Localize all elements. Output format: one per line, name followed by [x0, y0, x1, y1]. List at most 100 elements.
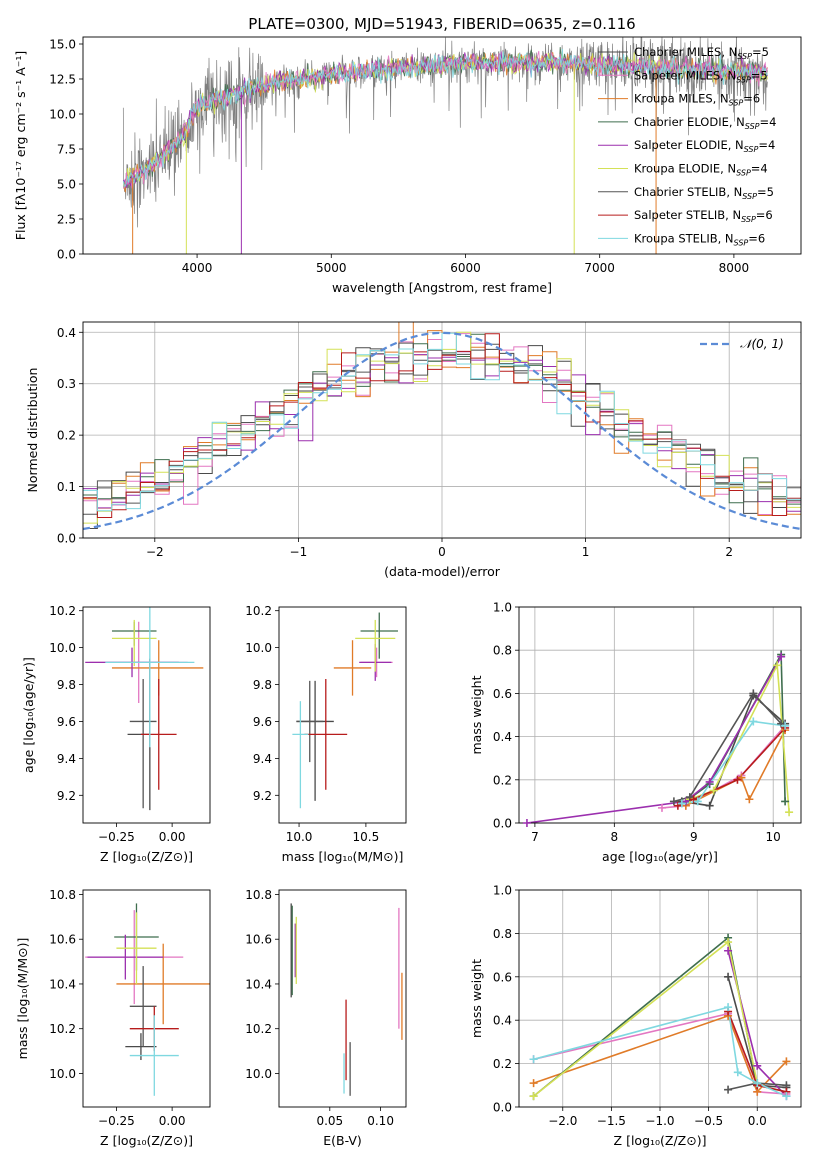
legend-entry-4: Salpeter ELODIE, NSSP=4 — [634, 138, 775, 154]
mass-weight-vs-Z-marker-4 — [753, 1061, 762, 1070]
age-vs-mass-plot-area — [292, 612, 398, 809]
mass-weight-vs-age-marker-4 — [705, 777, 714, 786]
mass-weight-vs-age-ytick-label: 0.0 — [493, 817, 512, 831]
mass-vs-ebv-xtick-label: 0.10 — [367, 1114, 394, 1128]
spectrum-xtick-label: 8000 — [719, 261, 750, 275]
mass-weight-vs-Z-marker-5 — [724, 938, 733, 947]
figure-title: PLATE=0300, MJD=51943, FIBERID=0635, z=0… — [248, 15, 635, 33]
mass-weight-vs-Z-ytick-label: 1.0 — [493, 884, 512, 898]
mass-vs-Z-ylabel: mass [log₁₀(M/M⊙)] — [15, 938, 30, 1060]
legend-entry-6: Chabrier STELIB, NSSP=5 — [634, 185, 774, 201]
mass-weight-vs-Z-marker-2 — [529, 1079, 538, 1088]
age-vs-Z-point-2 — [111, 640, 204, 696]
mass-weight-vs-age-marker-5 — [709, 786, 718, 795]
age-vs-mass-ytick-label: 10.2 — [245, 604, 272, 618]
mass-weight-vs-Z-marker-2 — [782, 1057, 791, 1066]
mass-weight-vs-age-ytick-label: 1.0 — [493, 601, 512, 615]
mass-vs-ebv-ytick-label: 10.0 — [245, 1067, 272, 1081]
age-vs-mass-frame — [278, 606, 407, 824]
mass-vs-Z-ytick-label: 10.0 — [49, 1067, 76, 1081]
residuals-ytick-label: 0.4 — [57, 326, 76, 340]
age-vs-mass-ytick-label: 9.2 — [253, 789, 272, 803]
mass-vs-Z-xtick-label: −0.25 — [98, 1114, 135, 1128]
mass-weight-vs-age-xtick-label: 7 — [531, 830, 539, 844]
mass-vs-ebv-xlabel: E(B-V) — [323, 1133, 362, 1148]
mass-weight-vs-age-xlabel: age [log₁₀(age/yr)] — [602, 849, 718, 864]
mass-weight-vs-age-ytick-label: 0.4 — [493, 730, 512, 744]
mass-weight-vs-age-marker-2 — [745, 795, 754, 804]
age-vs-mass-point-3 — [360, 612, 398, 659]
mass-vs-Z-panel: −0.25 0.00 10.0 10.2 10.4 10.6 10.8 Z [log₁₀(Z/… — [15, 888, 211, 1148]
spectrum-xlabel: wavelength [Angstrom, rest frame] — [332, 280, 552, 295]
residuals-plot-area — [83, 322, 801, 531]
mass-weight-vs-Z-xtick-label: −1.0 — [645, 1114, 674, 1128]
age-vs-mass-point-5 — [355, 619, 396, 672]
residuals-xtick-label: −1 — [290, 545, 308, 559]
mass-vs-ebv-frame — [278, 889, 407, 1108]
mass-weight-vs-Z-panel: −2.0 −1.5 −1.0 −0.5 0.0 0.0 0.2 0.4 0.6 0.8 1.0 Z [… — [469, 884, 802, 1148]
mass-weight-vs-Z-xtick-label: 0.0 — [748, 1114, 767, 1128]
legend-entry-5: Kroupa ELODIE, NSSP=4 — [634, 162, 768, 178]
legend-entry-7: Salpeter STELIB, NSSP=6 — [634, 208, 773, 224]
age-vs-Z-panel: −0.25 0.00 9.2 9.4 9.6 9.8 10.0 10.2 Z [log₁₀(Z/… — [21, 604, 211, 864]
age-vs-Z-point-8 — [105, 607, 195, 748]
mass-weight-vs-Z-ytick-label: 0.8 — [493, 927, 512, 941]
model-spectrum-4 — [122, 51, 768, 188]
age-vs-mass-xtick-label: 10.5 — [353, 830, 380, 844]
mass-weight-vs-Z-marker-5 — [529, 1092, 538, 1101]
mass-vs-Z-point-8 — [129, 1015, 179, 1096]
mass-weight-vs-age-ytick-label: 0.8 — [493, 644, 512, 658]
spectrum-panel: 4000 5000 6000 7000 8000 0.0 2.5 5.0 7.5 10.0 12.5… — [13, 36, 802, 295]
residuals-panel: −2 −1 0 1 2 0.0 0.1 0.2 0.3 0.4 (data-model)/error… — [25, 321, 802, 579]
residuals-xtick-label: −2 — [146, 545, 164, 559]
mass-weight-vs-age-marker-8 — [749, 717, 758, 726]
mass-weight-vs-Z-xtick-label: −0.5 — [694, 1114, 723, 1128]
mass-vs-Z-point-2 — [116, 943, 210, 1025]
mass-weight-vs-age-marker-4 — [522, 819, 531, 827]
age-vs-Z-point-5 — [111, 619, 157, 667]
spectrum-xtick-label: 7000 — [584, 261, 615, 275]
mass-weight-vs-age-marker-8 — [693, 797, 702, 806]
mass-weight-vs-Z-ytick-label: 0.2 — [493, 1057, 512, 1071]
residuals-ylabel: Normed distribution — [25, 368, 40, 493]
mass-weight-vs-Z-marker-4 — [724, 946, 733, 955]
spectrum-ytick-label: 5.0 — [57, 178, 76, 192]
residuals-ytick-label: 0.2 — [57, 429, 76, 443]
age-vs-Z-xtick-label: 0.00 — [159, 830, 186, 844]
mass-weight-vs-age-series-4 — [526, 656, 782, 823]
spectrum-plot-area — [122, 37, 768, 254]
mass-weight-vs-age-marker-8 — [677, 799, 686, 808]
spectrum-xtick-label: 4000 — [182, 261, 213, 275]
mass-vs-Z-xtick-label: 0.00 — [159, 1114, 186, 1128]
mass-weight-vs-age-marker-4 — [777, 652, 786, 661]
residuals-xlabel: (data-model)/error — [384, 564, 501, 579]
age-vs-mass-ytick-label: 9.4 — [253, 752, 272, 766]
legend-entry-8: Kroupa STELIB, NSSP=6 — [634, 231, 765, 247]
mass-vs-Z-ytick-label: 10.8 — [49, 888, 76, 902]
age-vs-mass-point-2 — [333, 640, 372, 696]
mass-weight-vs-age-marker-5 — [785, 808, 794, 817]
mass-weight-vs-age-marker-8 — [781, 721, 790, 730]
mass-vs-ebv-panel: 0.05 0.10 10.0 10.2 10.4 10.6 10.8 E(B-V) — [245, 888, 407, 1148]
residuals-ytick-label: 0.3 — [57, 377, 76, 391]
residuals-ytick-label: 0.1 — [57, 480, 76, 494]
mass-weight-vs-age-xtick-label: 8 — [611, 830, 619, 844]
age-vs-Z-ytick-label: 9.6 — [57, 715, 76, 729]
mass-vs-ebv-plot-area — [290, 903, 403, 1096]
age-vs-Z-frame — [82, 606, 211, 824]
mass-vs-Z-ytick-label: 10.4 — [49, 977, 76, 991]
mass-vs-Z-point-5 — [116, 912, 157, 984]
legend-entry-0: Chabrier MILES, NSSP=5 — [634, 45, 769, 61]
spectrum-ylabel: Flux [fλ10⁻¹⁷ erg cm⁻² s⁻¹ A⁻¹] — [13, 51, 28, 240]
mass-weight-vs-Z-ytick-label: 0.4 — [493, 1014, 512, 1028]
spectrum-ytick-label: 12.5 — [49, 73, 76, 87]
age-vs-mass-panel: 10.0 10.5 9.2 9.4 9.6 9.8 10.0 10.2 mass [log₁₀(… — [245, 604, 407, 864]
mass-vs-Z-point-4 — [87, 934, 164, 980]
mass-weight-vs-age-ytick-label: 0.6 — [493, 687, 512, 701]
model-spectrum-8 — [122, 48, 768, 187]
mass-weight-vs-Z-marker-0 — [724, 972, 733, 981]
mass-weight-vs-Z-marker-6 — [724, 1085, 733, 1094]
mass-weight-vs-age-frame — [518, 606, 802, 824]
mass-vs-ebv-ytick-label: 10.2 — [245, 1022, 272, 1036]
